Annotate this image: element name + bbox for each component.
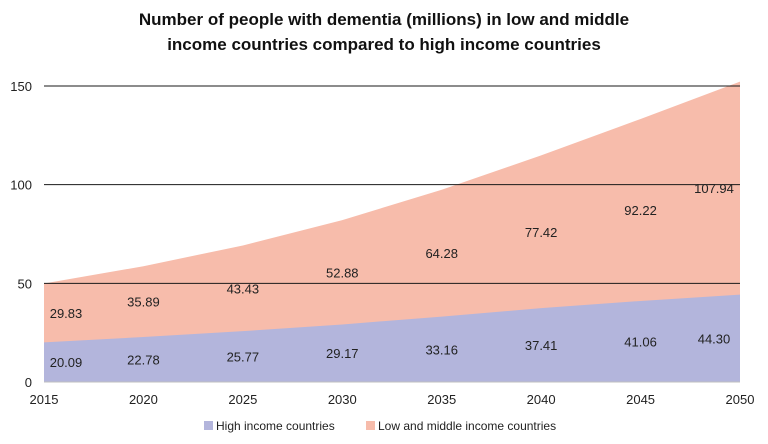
- data-label-low-middle-income: 43.43: [227, 281, 260, 296]
- data-label-low-middle-income: 52.88: [326, 265, 359, 280]
- data-label-low-middle-income: 107.94: [694, 181, 734, 196]
- data-label-high-income: 20.09: [50, 355, 83, 370]
- x-tick-label: 2020: [129, 392, 158, 407]
- data-label-high-income: 22.78: [127, 353, 160, 368]
- data-label-high-income: 44.30: [698, 331, 731, 346]
- x-tick-label: 2025: [228, 392, 257, 407]
- legend-swatch-high-income: [204, 421, 213, 430]
- legend-label-low-middle-income: Low and middle income countries: [378, 419, 556, 433]
- data-label-high-income: 33.16: [425, 342, 458, 357]
- y-tick-label: 0: [25, 375, 32, 390]
- x-tick-label: 2050: [726, 392, 755, 407]
- area-high-income: [44, 294, 740, 382]
- x-tick-label: 2015: [30, 392, 59, 407]
- legend-label-high-income: High income countries: [216, 419, 335, 433]
- data-label-high-income: 41.06: [624, 334, 657, 349]
- data-label-high-income: 37.41: [525, 338, 558, 353]
- x-tick-label: 2040: [527, 392, 556, 407]
- y-tick-label: 50: [18, 276, 32, 291]
- chart-title-line-2: income countries compared to high income…: [167, 35, 601, 54]
- y-tick-label: 150: [10, 79, 32, 94]
- x-tick-label: 2045: [626, 392, 655, 407]
- data-label-high-income: 25.77: [227, 350, 260, 365]
- data-label-low-middle-income: 29.83: [50, 306, 83, 321]
- data-label-low-middle-income: 92.22: [624, 203, 657, 218]
- data-label-high-income: 29.17: [326, 346, 359, 361]
- chart-title-line-1: Number of people with dementia (millions…: [138, 10, 630, 29]
- data-label-low-middle-income: 35.89: [127, 295, 160, 310]
- y-tick-label: 100: [10, 178, 32, 193]
- x-tick-label: 2030: [328, 392, 357, 407]
- legend-swatch-low-middle-income: [366, 421, 375, 430]
- data-label-low-middle-income: 64.28: [425, 246, 458, 261]
- data-label-low-middle-income: 77.42: [525, 225, 558, 240]
- x-tick-label: 2035: [427, 392, 456, 407]
